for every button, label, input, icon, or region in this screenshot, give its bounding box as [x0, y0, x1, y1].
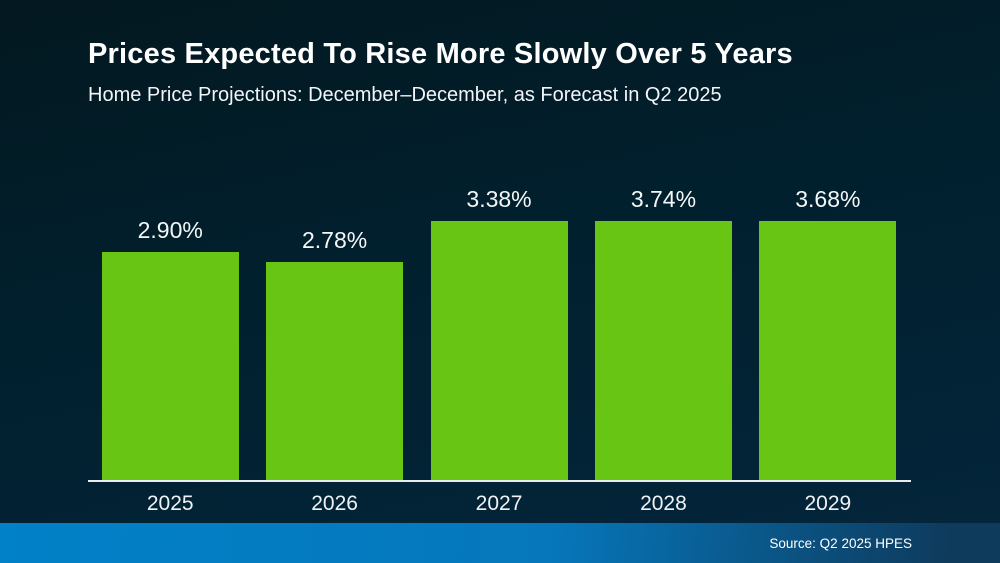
bar-value-label: 2.78% — [302, 226, 368, 253]
bar-group-2028: 3.74% — [581, 186, 745, 481]
x-axis-tick-label: 2027 — [475, 492, 523, 515]
x-axis-tick-label: 2028 — [640, 492, 687, 515]
bar — [101, 252, 239, 481]
bar-group-2029: 3.68% — [746, 186, 910, 481]
bar-value-label: 3.74% — [630, 186, 697, 212]
page-subtitle: Home Price Projections: December–Decembe… — [88, 84, 722, 106]
bar — [266, 261, 404, 481]
bar-value-label: 3.38% — [466, 186, 532, 212]
source-label: Source: Q2 2025 HPES — [769, 535, 912, 551]
bar-group-2027: 3.38% — [417, 186, 581, 481]
page-title: Prices Expected To Rise More Slowly Over… — [88, 38, 793, 70]
bar-group-2026: 2.78% — [252, 186, 416, 481]
x-axis-tick-label: 2025 — [146, 492, 194, 515]
x-axis-tick-label: 2026 — [311, 492, 358, 515]
bar-value-label: 2.90% — [137, 217, 203, 244]
x-axis-line — [88, 480, 911, 482]
x-axis-labels: 2025 2026 2027 2028 2029 — [88, 492, 910, 516]
bar-value-label: 3.68% — [795, 186, 861, 212]
bar — [430, 221, 568, 481]
bar — [594, 221, 732, 481]
footer-band: Source: Q2 2025 HPES — [0, 523, 1000, 563]
bar — [759, 221, 897, 481]
bar-group-2025: 2.90% — [88, 186, 252, 481]
x-axis-tick-label: 2029 — [804, 492, 852, 515]
bar-chart: 2.90% 2.78% 3.38% 3.74% 3.68% — [88, 186, 910, 481]
